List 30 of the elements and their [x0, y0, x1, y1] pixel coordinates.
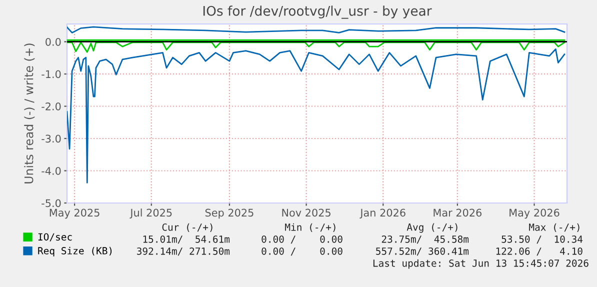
text: 23.75m/ 45.58m — [382, 235, 469, 244]
x-tick-label: May 2026 — [510, 208, 560, 219]
text: 392.14m/ 271.50m — [137, 247, 230, 256]
y-tick-label: -5.0 — [42, 199, 61, 208]
x-tick-label: Nov 2025 — [282, 208, 330, 217]
text: Avg (-/+) — [406, 223, 458, 233]
text: 557.52m/ 360.41m — [376, 247, 469, 256]
text: Max (-/+) — [529, 223, 580, 232]
y-tick-label: -3.0 — [42, 134, 61, 143]
x-tick-label: Jul 2025 — [130, 208, 172, 219]
text: Min (-/+) — [285, 223, 336, 232]
text: 0.00 / 0.00 — [262, 247, 342, 256]
legend-label: Req Size (KB) — [38, 246, 112, 256]
chart-title: IOs for /dev/rootvg/lv_usr - by year — [203, 6, 432, 19]
y-axis-title: Units read (-) / write (+) — [24, 44, 35, 184]
text: Cur (-/+) — [162, 223, 212, 232]
legend-label: IO/sec — [38, 233, 72, 242]
x-tick-label: Mar 2026 — [434, 208, 482, 217]
text: Last update: Sat Jun 13 15:45:07 2026 — [373, 259, 588, 269]
y-tick-label: 0.0 — [46, 38, 61, 46]
text: 0.00 / 0.00 — [262, 235, 342, 244]
y-tick-label: -2.0 — [42, 102, 61, 110]
text: 53.50 / 10.34 — [502, 235, 583, 244]
x-tick-label: Jan 2026 — [360, 208, 406, 219]
x-tick-label: May 2025 — [50, 208, 100, 219]
text: 122.06 / 4.10 — [496, 247, 582, 256]
y-tick-label: -4.0 — [42, 166, 61, 175]
text: 15.01m/ 54.61m — [143, 235, 230, 244]
x-tick-label: Sep 2025 — [205, 208, 254, 219]
y-tick-label: -1.0 — [42, 70, 61, 78]
